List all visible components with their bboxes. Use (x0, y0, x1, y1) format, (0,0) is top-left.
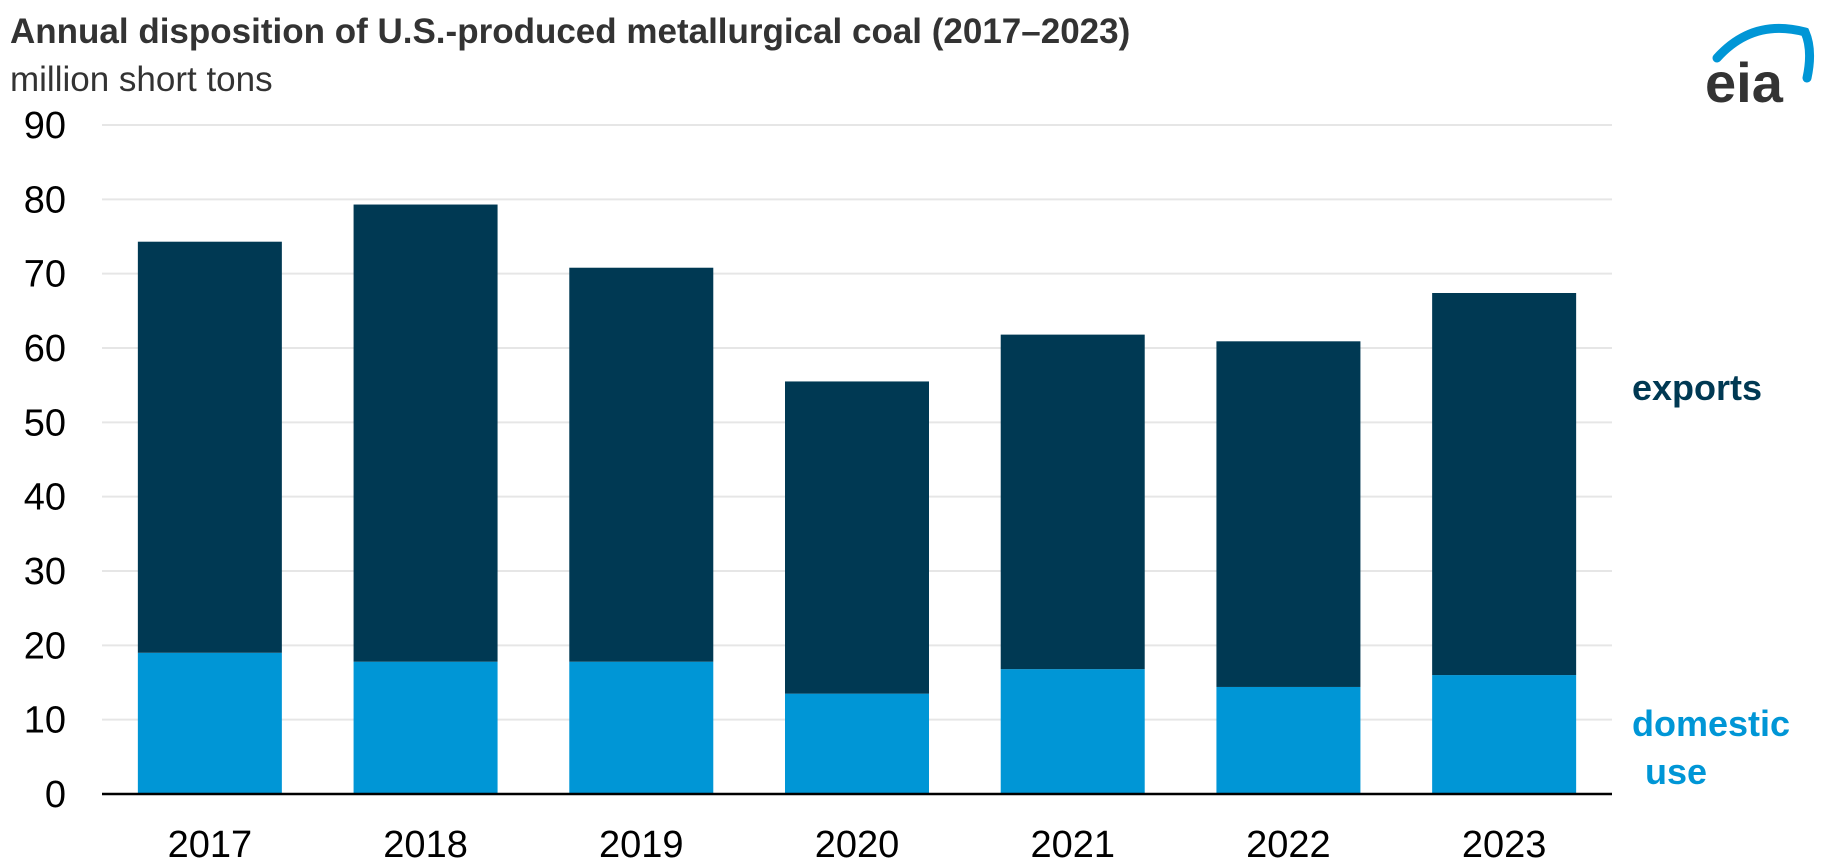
bar-exports-2023 (1432, 292, 1577, 676)
x-tick-label: 2023 (1462, 824, 1547, 865)
bar-domestic-use-2020 (785, 693, 929, 794)
bar-domestic-use-2023 (1432, 675, 1577, 794)
eia-logo-arc (1712, 23, 1815, 83)
bar-domestic-use-2022 (1216, 686, 1361, 794)
x-tick-label: 2020 (815, 824, 900, 865)
bar-domestic-use-2021 (1000, 669, 1145, 794)
y-tick-label: 90 (24, 105, 66, 147)
x-axis: 2017 2018 2019 2020 2021 2022 2023 (102, 792, 1612, 865)
bar-domestic-use-2018 (353, 661, 498, 794)
bar-exports-2017 (137, 241, 282, 653)
bar-domestic-use-2019 (569, 661, 714, 794)
y-tick-label: 50 (24, 402, 66, 444)
bar-exports-2022 (1216, 341, 1361, 687)
x-tick-label: 2021 (1030, 824, 1115, 865)
y-tick-label: 60 (24, 328, 66, 370)
bar-exports-2019 (569, 267, 714, 662)
y-tick-label: 0 (45, 774, 66, 816)
bar-exports-2021 (1000, 334, 1145, 670)
y-tick-label: 10 (24, 700, 66, 742)
y-tick-label: 30 (24, 551, 66, 593)
x-tick-label: 2017 (168, 824, 253, 865)
y-tick-label: 20 (24, 625, 66, 667)
x-tick-label: 2018 (383, 824, 468, 865)
x-tick-label: 2022 (1246, 824, 1331, 865)
x-tick-label: 2019 (599, 824, 684, 865)
y-tick-label: 40 (24, 477, 66, 519)
y-tick-label: 70 (24, 254, 66, 296)
series-label-exports: exports (1632, 367, 1762, 408)
y-axis-labels: 0 10 20 30 40 50 60 70 80 90 (24, 105, 66, 816)
bar-exports-2020 (785, 381, 929, 694)
series-labels: domestic use exports (1632, 367, 1790, 792)
eia-logo: eia (1705, 23, 1815, 110)
bar-exports-2018 (353, 204, 498, 662)
bar-domestic-use-2017 (137, 652, 282, 794)
chart-units: million short tons (10, 60, 273, 99)
y-tick-label: 80 (24, 179, 66, 221)
series-label-domestic-use: use (1645, 751, 1707, 792)
bars (137, 204, 1577, 794)
eia-logo-text: eia (1705, 51, 1784, 110)
series-label-domestic-use: domestic (1632, 703, 1790, 744)
chart-title: Annual disposition of U.S.-produced meta… (10, 12, 1131, 51)
